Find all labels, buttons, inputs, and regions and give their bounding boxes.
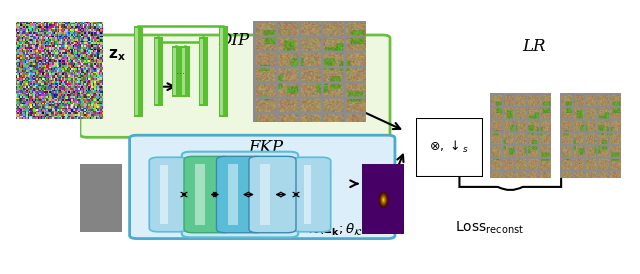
FancyBboxPatch shape bbox=[216, 156, 264, 233]
Text: $\mathcal{K}(\mathbf{z_k};\boldsymbol{\theta_\mathcal{K}})$: $\mathcal{K}(\mathbf{z_k};\boldsymbol{\t… bbox=[308, 221, 367, 238]
Bar bbox=[154, 37, 163, 106]
FancyBboxPatch shape bbox=[129, 135, 395, 239]
Bar bbox=[228, 164, 238, 225]
Bar bbox=[219, 26, 228, 117]
Bar bbox=[220, 28, 223, 115]
Text: ...: ... bbox=[176, 66, 186, 76]
Bar bbox=[134, 26, 143, 117]
FancyBboxPatch shape bbox=[184, 156, 231, 233]
Text: $\mathbf{z_x}$: $\mathbf{z_x}$ bbox=[108, 47, 126, 63]
Bar bbox=[198, 37, 207, 106]
Bar bbox=[195, 164, 205, 225]
Text: $\mathrm{Loss}_{\mathrm{reconst}}$: $\mathrm{Loss}_{\mathrm{reconst}}$ bbox=[455, 220, 524, 236]
Bar bbox=[200, 39, 203, 104]
Bar bbox=[134, 28, 138, 115]
Text: $\mathcal{G}(\mathbf{z_x};\theta_\mathcal{G})$: $\mathcal{G}(\mathbf{z_x};\theta_\mathca… bbox=[298, 33, 354, 53]
FancyBboxPatch shape bbox=[292, 157, 331, 232]
Text: LR: LR bbox=[522, 38, 545, 55]
Text: $\mathbf{z_k}$: $\mathbf{z_k}$ bbox=[149, 214, 168, 230]
Text: DIP: DIP bbox=[218, 32, 250, 49]
Text: FKP: FKP bbox=[248, 139, 284, 156]
FancyBboxPatch shape bbox=[249, 156, 296, 233]
FancyBboxPatch shape bbox=[182, 152, 298, 237]
Bar bbox=[304, 165, 311, 224]
Text: $\otimes$, $\downarrow_s$: $\otimes$, $\downarrow_s$ bbox=[429, 139, 470, 155]
Bar bbox=[181, 46, 190, 96]
FancyBboxPatch shape bbox=[80, 35, 390, 137]
Bar bbox=[182, 48, 185, 95]
Bar bbox=[172, 46, 181, 96]
Bar bbox=[155, 39, 158, 104]
Bar bbox=[161, 165, 168, 224]
FancyBboxPatch shape bbox=[149, 157, 188, 232]
Bar bbox=[173, 48, 176, 95]
Bar bbox=[260, 164, 270, 225]
